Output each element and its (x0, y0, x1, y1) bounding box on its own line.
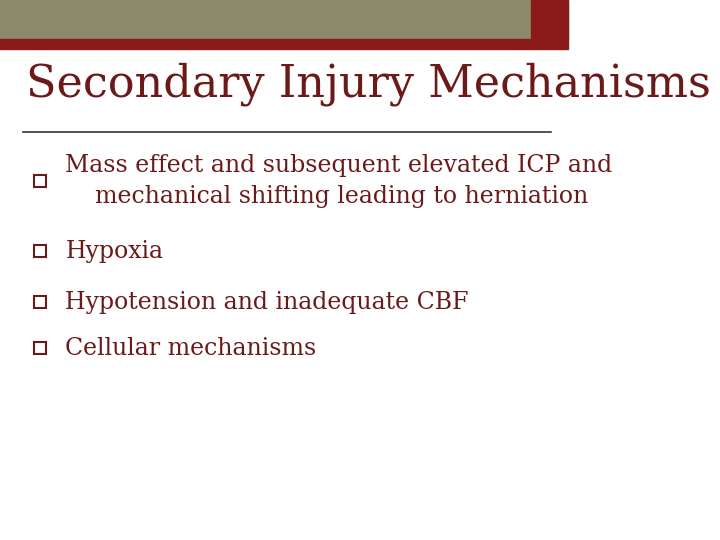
Text: Mass effect and subsequent elevated ICP and
    mechanical shifting leading to h: Mass effect and subsequent elevated ICP … (66, 154, 613, 207)
Bar (531, 0, 568, 39)
Text: Secondary Injury Mechanisms: Secondary Injury Mechanisms (26, 62, 711, 105)
Bar (0, 39, 568, 49)
Bar (0, 0, 568, 39)
Text: Hypoxia: Hypoxia (66, 240, 163, 262)
Text: Cellular mechanisms: Cellular mechanisms (66, 337, 317, 360)
Text: Hypotension and inadequate CBF: Hypotension and inadequate CBF (66, 291, 469, 314)
